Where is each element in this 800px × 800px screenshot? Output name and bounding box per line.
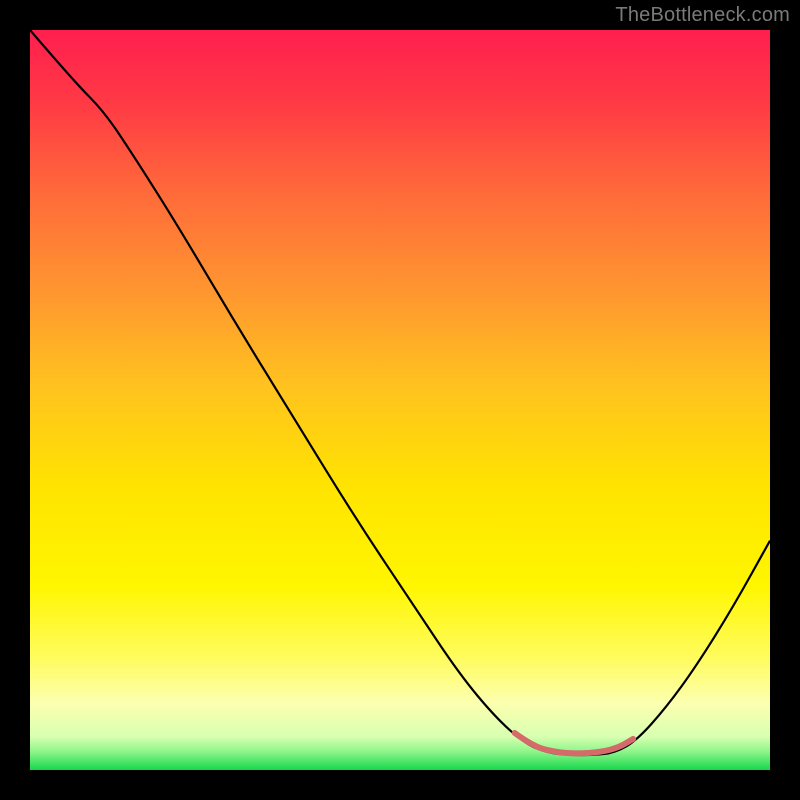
- chart-background: [30, 30, 770, 770]
- gradient-chart: [30, 30, 770, 770]
- attribution-label: TheBottleneck.com: [615, 4, 790, 27]
- chart-stage: TheBottleneck.com: [0, 0, 800, 800]
- plot-area: [30, 30, 770, 770]
